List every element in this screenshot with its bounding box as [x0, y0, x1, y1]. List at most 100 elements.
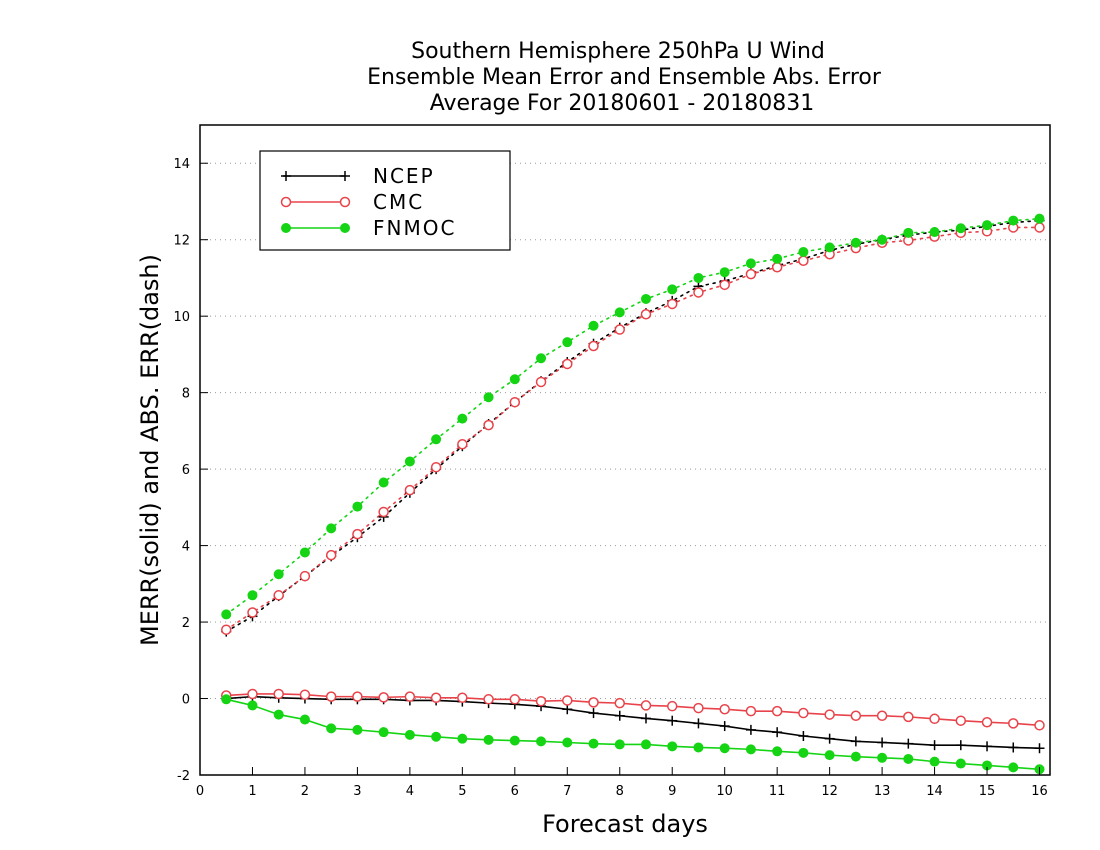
point-fnmoc-abs-err — [745, 258, 756, 269]
point-ncep-merr — [1008, 742, 1019, 753]
point-fnmoc-abs-err — [457, 413, 468, 424]
point-ncep-merr — [745, 724, 756, 735]
point-cmc-abs-err — [588, 340, 599, 352]
point-fnmoc-abs-err — [929, 227, 940, 238]
point-fnmoc-abs-err — [667, 284, 678, 295]
point-fnmoc-merr — [877, 752, 888, 763]
point-fnmoc-merr — [745, 744, 756, 755]
point-fnmoc-merr — [221, 694, 232, 705]
point-cmc-merr — [430, 692, 442, 704]
point-ncep-merr — [667, 715, 678, 726]
point-fnmoc-merr — [431, 731, 442, 742]
point-cmc-abs-err — [798, 255, 809, 266]
point-fnmoc-merr — [614, 739, 625, 750]
chart-subtitle: Ensemble Mean Error and Ensemble Abs. Er… — [367, 65, 882, 90]
point-cmc-merr — [378, 692, 389, 703]
point-fnmoc-merr — [457, 733, 468, 744]
point-cmc-abs-err — [325, 549, 337, 561]
point-fnmoc-merr — [798, 747, 809, 758]
point-ncep-merr — [877, 737, 888, 748]
point-fnmoc-abs-err — [404, 456, 415, 467]
point-fnmoc-abs-err — [326, 523, 337, 534]
series-line-fnmoc-abs-err — [225, 217, 1041, 616]
point-fnmoc-merr — [273, 709, 284, 720]
point-fnmoc-merr — [955, 758, 966, 769]
point-ncep-merr — [640, 713, 651, 724]
x-axis-label: Forecast days — [542, 810, 708, 838]
point-fnmoc-abs-err — [614, 307, 625, 318]
point-cmc-merr — [876, 710, 888, 721]
legend-label: NCEP — [373, 164, 435, 188]
point-ncep-merr — [772, 727, 783, 738]
x-tick-label: 2 — [301, 784, 309, 799]
point-cmc-merr — [1008, 718, 1019, 729]
point-fnmoc-abs-err — [483, 392, 494, 403]
chart-subtitle-2: Average For 20180601 - 20180831 — [430, 91, 815, 116]
point-ncep-merr — [798, 731, 809, 741]
point-fnmoc-merr — [640, 739, 651, 750]
point-cmc-merr — [640, 700, 652, 711]
legend-item-fnmoc: FNMOC — [281, 216, 456, 240]
legend-label: FNMOC — [373, 216, 456, 240]
point-fnmoc-merr — [982, 760, 993, 771]
point-fnmoc-abs-err — [719, 267, 730, 278]
point-ncep-merr — [903, 738, 914, 749]
x-tick-label: 6 — [511, 784, 519, 799]
y-axis: -2 0 2 4 6 8 10 12 14 — [173, 157, 208, 784]
x-tick-label: 15 — [979, 784, 996, 799]
point-fnmoc-merr — [903, 753, 914, 764]
legend-item-ncep: NCEP — [281, 164, 435, 188]
y-tick-label: 10 — [173, 310, 190, 325]
point-fnmoc-merr — [824, 750, 835, 761]
x-tick-label: 16 — [1031, 784, 1048, 799]
x-tick-label: 5 — [458, 784, 466, 799]
chart-title: Southern Hemisphere 250hPa U Wind — [411, 39, 825, 64]
point-cmc-merr — [745, 705, 757, 717]
point-fnmoc-abs-err — [798, 246, 809, 257]
point-fnmoc-abs-err — [352, 501, 363, 512]
x-tick-label: 8 — [616, 784, 624, 799]
point-fnmoc-abs-err — [273, 569, 284, 580]
point-cmc-merr — [981, 716, 993, 728]
point-fnmoc-abs-err — [562, 337, 573, 348]
point-fnmoc-merr — [562, 737, 573, 748]
y-tick-label: 0 — [182, 693, 190, 708]
point-fnmoc-merr — [378, 727, 389, 738]
y-axis-label: MERR(solid) and ABS. ERR(dash) — [136, 254, 164, 646]
point-fnmoc-abs-err — [536, 353, 547, 364]
point-fnmoc-merr — [483, 734, 494, 745]
point-cmc-abs-err — [352, 528, 363, 540]
x-tick-label: 3 — [353, 784, 361, 799]
point-ncep-merr — [693, 718, 704, 729]
point-fnmoc-merr — [719, 743, 730, 754]
point-fnmoc-abs-err — [431, 434, 442, 445]
point-fnmoc-abs-err — [955, 223, 966, 234]
x-tick-label: 14 — [926, 784, 943, 799]
point-cmc-abs-err — [640, 309, 652, 320]
point-ncep-merr — [588, 708, 599, 719]
point-fnmoc-abs-err — [509, 374, 520, 385]
y-tick-label: 8 — [182, 387, 190, 402]
point-cmc-merr — [614, 697, 626, 709]
legend-marker — [340, 171, 350, 181]
grid-lines — [200, 162, 1050, 700]
point-cmc-merr — [509, 694, 521, 705]
point-cmc-abs-err — [666, 298, 678, 310]
x-tick-label: 13 — [874, 784, 891, 799]
point-fnmoc-abs-err — [640, 293, 651, 304]
y-tick-label: 14 — [173, 157, 190, 172]
point-fnmoc-merr — [404, 729, 415, 740]
point-fnmoc-abs-err — [588, 320, 599, 331]
y-tick-label: -2 — [177, 769, 190, 784]
point-cmc-abs-err — [535, 376, 547, 388]
point-cmc-abs-err — [378, 506, 389, 518]
point-cmc-abs-err — [430, 461, 442, 473]
point-fnmoc-abs-err — [1034, 213, 1045, 224]
point-fnmoc-merr — [536, 736, 547, 747]
point-ncep-merr — [850, 736, 861, 747]
point-fnmoc-abs-err — [850, 237, 861, 248]
point-fnmoc-merr — [326, 723, 337, 734]
point-fnmoc-abs-err — [693, 272, 704, 283]
point-cmc-abs-err — [509, 396, 521, 408]
